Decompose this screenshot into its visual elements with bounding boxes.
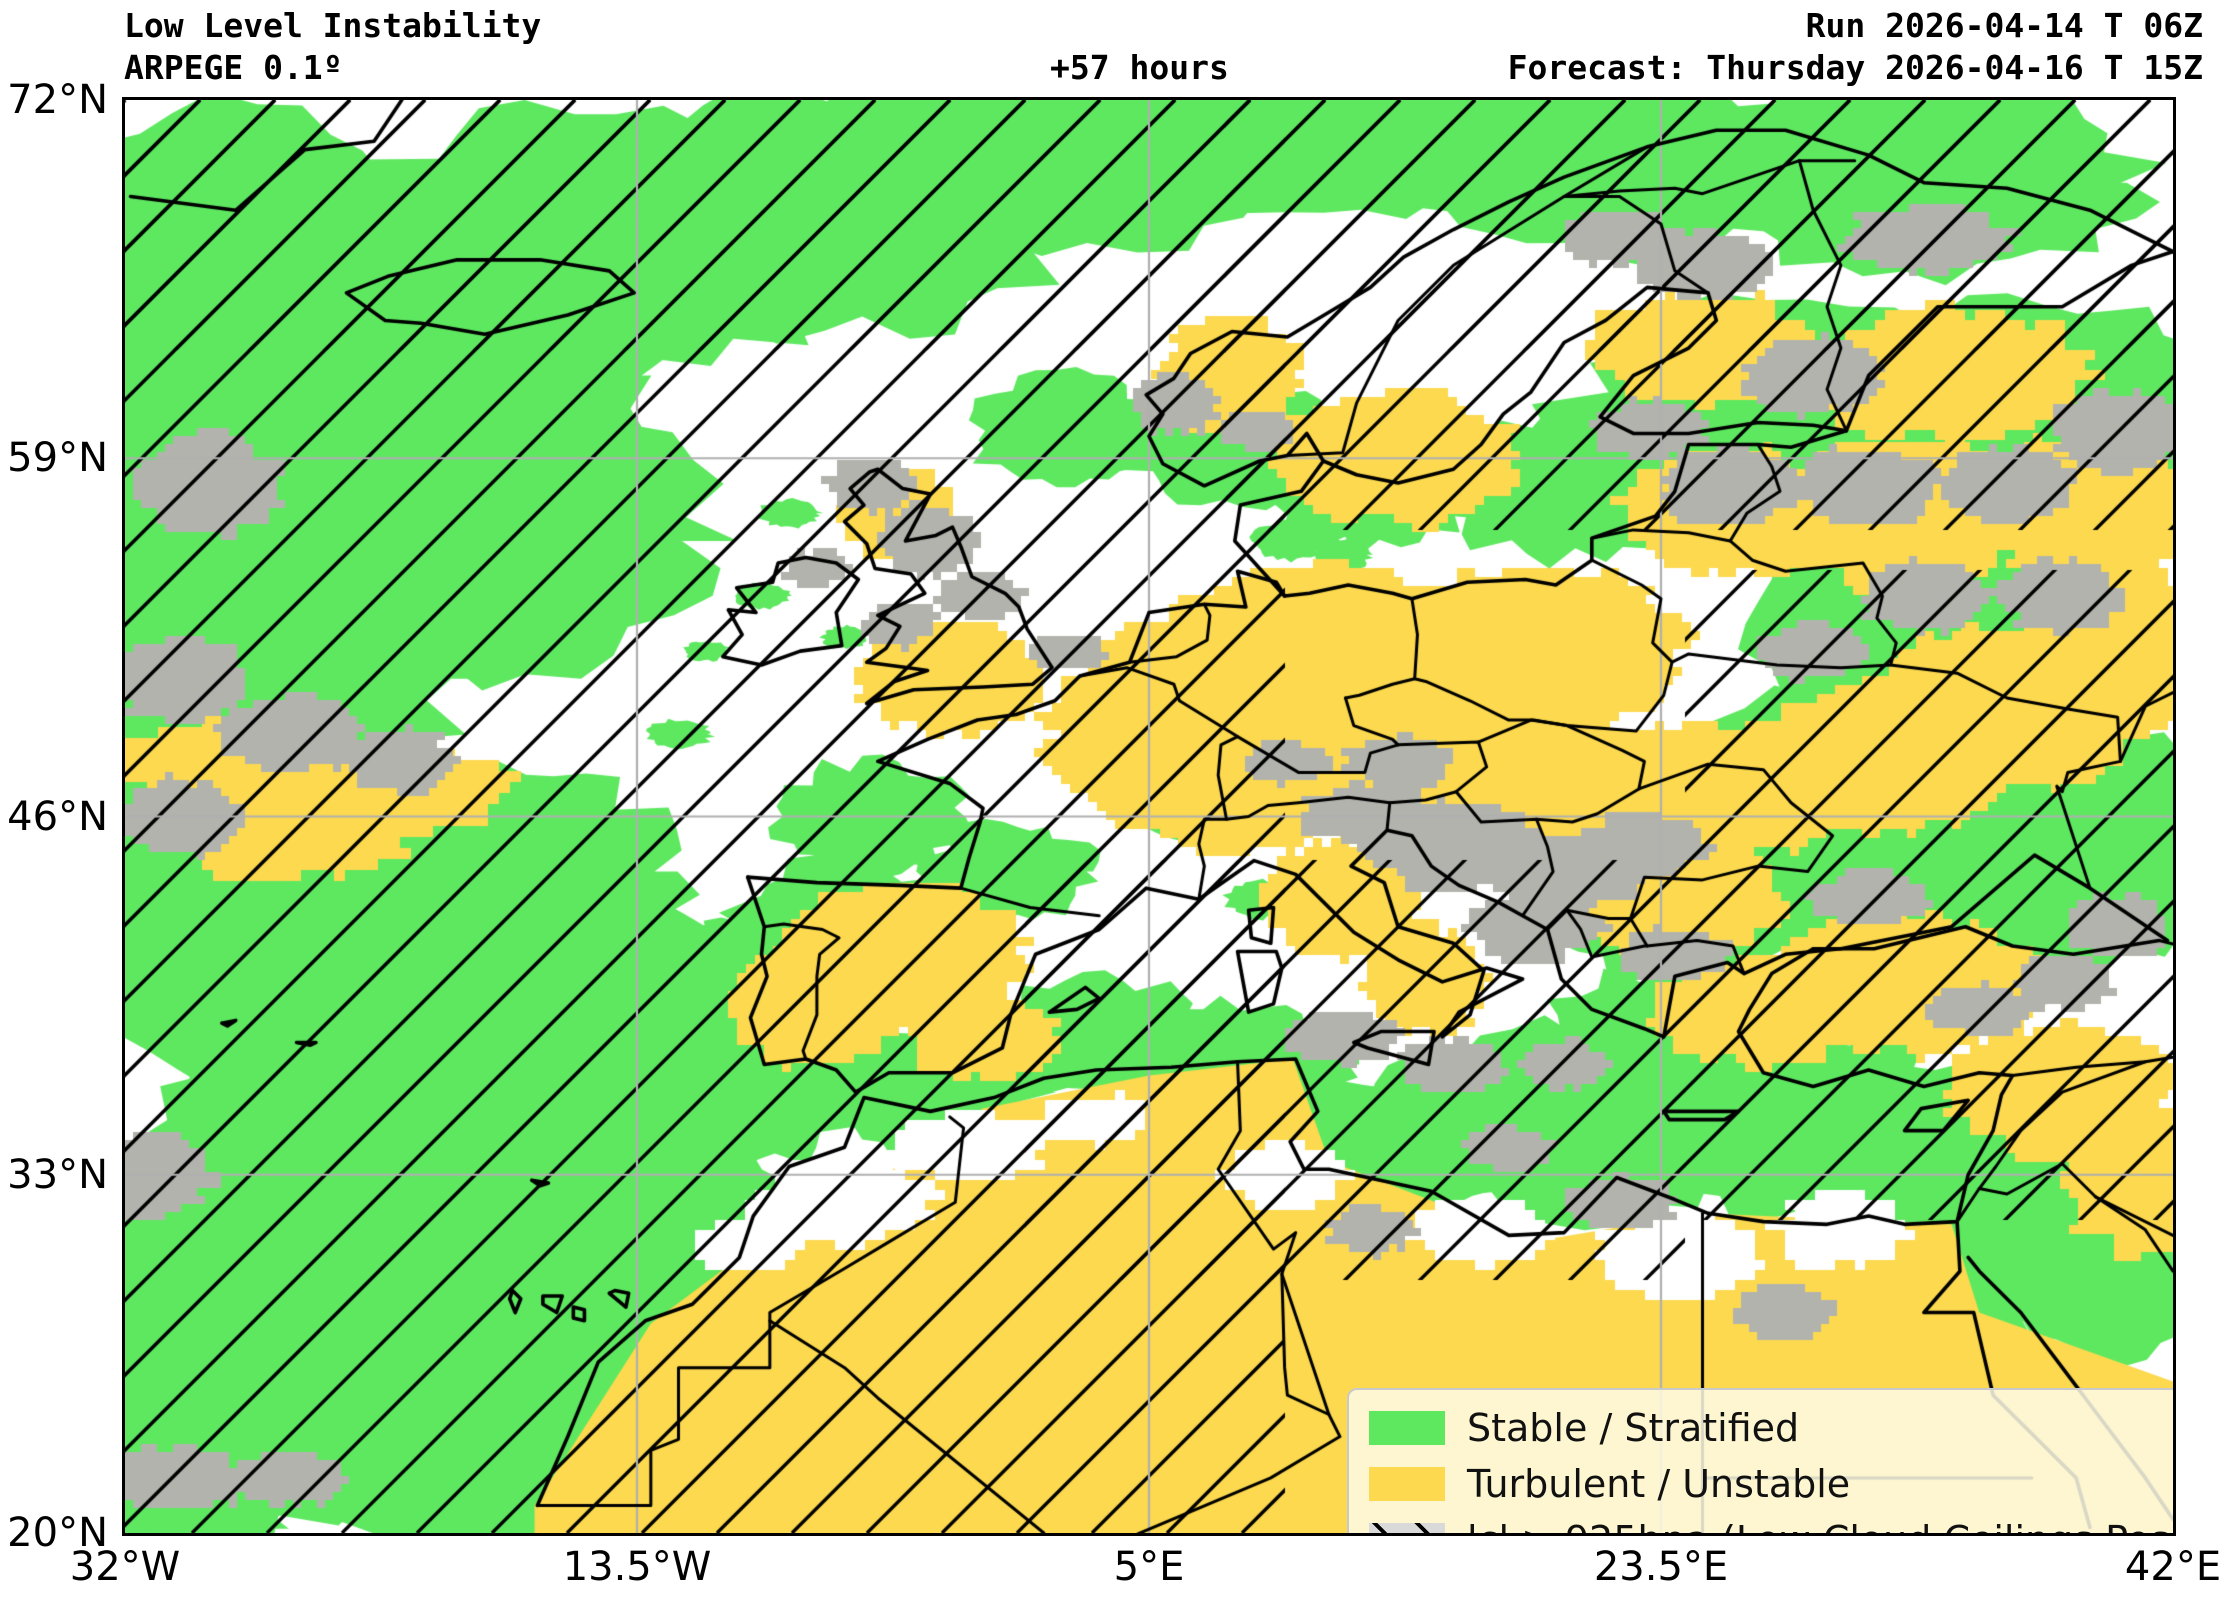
forecast-time-label: Forecast: Thursday 2026-04-16 T 15Z bbox=[1507, 48, 2203, 87]
map-plot-area: Stable / Stratified Turbulent / Unstable… bbox=[122, 97, 2176, 1536]
x-axis-tick-2: 5°E bbox=[1113, 1544, 1185, 1590]
page-title: Low Level Instability bbox=[124, 6, 542, 45]
legend-swatch-lcl-hatch bbox=[1369, 1523, 1445, 1533]
weather-map-canvas bbox=[125, 100, 2173, 1533]
legend-item-lcl: lcl > 925hpa (Low Cloud Ceilings Possibl… bbox=[1349, 1512, 2173, 1533]
map-legend: Stable / Stratified Turbulent / Unstable… bbox=[1347, 1388, 2173, 1533]
y-axis-tick-1: 59°N bbox=[7, 435, 108, 482]
y-axis-tick-3: 33°N bbox=[7, 1151, 108, 1198]
x-axis-tick-1: 13.5°W bbox=[562, 1544, 712, 1590]
y-axis-tick-0: 72°N bbox=[7, 77, 108, 123]
x-axis-tick-3: 23.5°E bbox=[1593, 1544, 1729, 1590]
legend-swatch-turbulent bbox=[1369, 1467, 1445, 1501]
y-axis-tick-2: 46°N bbox=[7, 793, 108, 840]
legend-item-stable: Stable / Stratified bbox=[1349, 1400, 2173, 1456]
legend-item-turbulent: Turbulent / Unstable bbox=[1349, 1456, 2173, 1512]
lead-time-label: +57 hours bbox=[1050, 48, 1229, 87]
legend-label-turbulent: Turbulent / Unstable bbox=[1467, 1462, 1851, 1506]
run-time-label: Run 2026-04-14 T 06Z bbox=[1805, 6, 2203, 45]
model-label: ARPEGE 0.1º bbox=[124, 48, 343, 87]
header-bar: Low Level Instability ARPEGE 0.1º +57 ho… bbox=[0, 0, 2233, 97]
x-axis-tick-0: 32°W bbox=[69, 1544, 181, 1590]
legend-label-stable: Stable / Stratified bbox=[1467, 1406, 1800, 1450]
legend-swatch-stable bbox=[1369, 1411, 1445, 1445]
y-axis-tick-4: 20°N bbox=[7, 1510, 108, 1556]
legend-label-lcl: lcl > 925hpa (Low Cloud Ceilings Possibl… bbox=[1467, 1521, 2173, 1533]
x-axis-tick-4: 42°E bbox=[2124, 1544, 2222, 1590]
